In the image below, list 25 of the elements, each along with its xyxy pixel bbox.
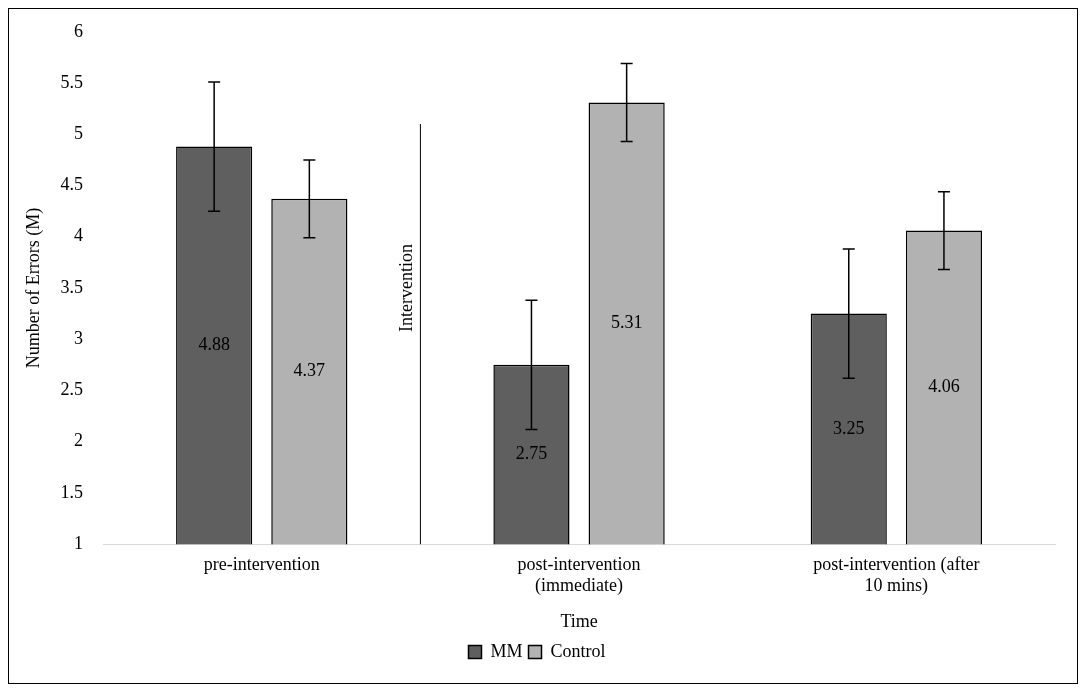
y-tick-label: 4.5 [60,174,84,195]
x-tick-label: post-intervention (immediate) [517,553,641,597]
y-tick-label: 6 [74,20,84,41]
y-tick-label: 1 [74,532,84,553]
data-label: 5.31 [610,312,643,333]
legend-label: Control [550,640,606,661]
y-tick-label: 2 [74,430,84,451]
data-label: 2.75 [515,443,548,464]
annotation: Intervention [396,244,417,332]
y-tick-label: 4 [74,225,84,246]
y-tick-label: 5.5 [60,71,84,92]
data-label: 4.37 [293,360,326,381]
legend-label: MM [490,640,523,661]
y-tick-label: 5 [74,123,84,144]
y-tick-label: 2.5 [60,379,84,400]
x-tick-label: pre-intervention [203,553,320,574]
data-label: 3.25 [833,417,865,438]
x-axis-title: Time [560,610,598,631]
y-tick-label: 1.5 [60,481,84,502]
y-tick-label: 3.5 [60,276,84,297]
y-axis-title: Number of Errors (M) [22,207,44,369]
data-label: 4.88 [198,334,230,355]
y-tick-label: 3 [74,327,84,348]
data-label: 4.06 [928,376,960,397]
x-tick-label: post-intervention (after 10 mins) [813,553,980,597]
